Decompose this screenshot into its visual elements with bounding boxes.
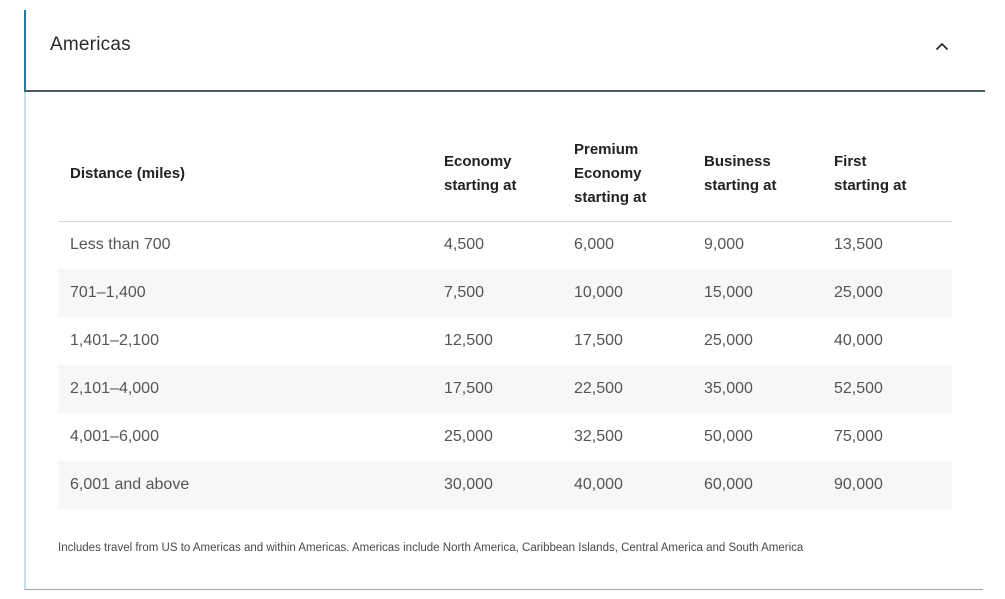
economy-cell: 12,500	[444, 332, 493, 349]
distance-cell: 6,001 and above	[58, 461, 432, 509]
award-chart-table: Distance (miles) Economy starting at Pre…	[58, 128, 952, 509]
premium-economy-cell: 17,500	[574, 332, 623, 349]
business-cell: 35,000	[692, 365, 822, 413]
economy-cell: 30,000	[432, 461, 562, 509]
header-line: First	[834, 153, 867, 171]
header-line: starting at	[444, 177, 517, 195]
header-premium-economy: Premium Economy starting at	[562, 128, 692, 222]
first-cell: 40,000	[834, 332, 883, 349]
table-row: 2,101–4,000 17,500 22,500 35,000 52,500	[58, 365, 952, 413]
premium-economy-cell: 40,000	[562, 461, 692, 509]
header-economy: Economy starting at	[432, 128, 562, 222]
business-cell: 15,000	[692, 269, 822, 317]
economy-cell: 25,000	[444, 428, 493, 445]
economy-cell: 17,500	[432, 365, 562, 413]
award-chart-table-wrapper: Distance (miles) Economy starting at Pre…	[58, 128, 952, 509]
first-cell: 75,000	[834, 428, 883, 445]
distance-cell: 4,001–6,000	[70, 428, 159, 445]
business-cell: 9,000	[704, 236, 745, 254]
premium-economy-cell: 32,500	[574, 428, 623, 445]
table-row: Less than 700 4,500 6,000 9,000 13,500	[58, 221, 952, 269]
business-cell: 60,000	[692, 461, 822, 509]
header-business: Business starting at	[692, 128, 822, 222]
header-line: Economy	[444, 153, 512, 171]
first-cell: 25,000	[822, 269, 952, 317]
premium-economy-cell: 10,000	[562, 269, 692, 317]
header-line: Economy	[574, 165, 642, 183]
business-cell: 25,000	[704, 332, 753, 349]
table-row: 1,401–2,100 12,500 17,500 25,000 40,000	[58, 317, 952, 365]
header-distance: Distance (miles)	[58, 128, 432, 222]
distance-cell: Less than 700	[70, 236, 171, 254]
table-row: 701–1,400 7,500 10,000 15,000 25,000	[58, 269, 952, 317]
accordion-title: Americas	[50, 34, 131, 55]
distance-cell: 2,101–4,000	[58, 365, 432, 413]
header-line: Business	[704, 153, 771, 171]
distance-cell: 1,401–2,100	[70, 332, 159, 349]
header-line: starting at	[704, 177, 777, 195]
first-cell: 52,500	[822, 365, 952, 413]
economy-cell: 7,500	[432, 269, 562, 317]
footnote: Includes travel from US to Americas and …	[58, 542, 804, 554]
table-header-row: Distance (miles) Economy starting at Pre…	[58, 128, 952, 222]
distance-cell: 701–1,400	[58, 269, 432, 317]
table-row: 6,001 and above 30,000 40,000 60,000 90,…	[58, 461, 952, 509]
first-cell: 90,000	[822, 461, 952, 509]
americas-accordion-panel: Americas Distance (miles)	[24, 10, 985, 590]
business-cell: 50,000	[704, 428, 753, 445]
premium-economy-cell: 6,000	[574, 236, 615, 254]
header-line: starting at	[834, 177, 907, 195]
first-cell: 13,500	[834, 236, 883, 254]
header-line: Distance (miles)	[70, 165, 186, 183]
economy-cell: 4,500	[444, 236, 485, 254]
header-line: Premium	[574, 141, 639, 159]
header-line: starting at	[574, 189, 647, 207]
premium-economy-cell: 22,500	[562, 365, 692, 413]
americas-accordion-header[interactable]: Americas	[24, 10, 985, 92]
table-row: 4,001–6,000 25,000 32,500 50,000 75,000	[58, 413, 952, 461]
header-first: First starting at	[822, 128, 952, 222]
chevron-up-icon[interactable]	[932, 36, 952, 56]
